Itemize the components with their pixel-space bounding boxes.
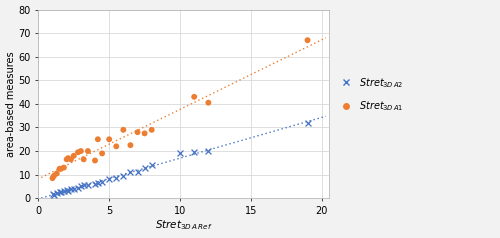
Point xyxy=(148,128,156,132)
Point xyxy=(50,193,58,197)
Point xyxy=(62,188,70,192)
Point xyxy=(105,137,113,141)
Point xyxy=(77,149,85,153)
Point xyxy=(84,149,92,153)
Point xyxy=(48,192,56,195)
Point xyxy=(140,166,148,169)
Point xyxy=(134,170,141,174)
Point xyxy=(204,101,212,105)
Point xyxy=(60,166,68,169)
Point xyxy=(80,183,88,187)
Point xyxy=(60,189,68,193)
Point xyxy=(140,131,148,135)
Point xyxy=(190,95,198,99)
Point xyxy=(126,143,134,147)
Point xyxy=(112,176,120,180)
Point xyxy=(56,167,64,171)
Point xyxy=(148,163,156,167)
Point xyxy=(62,157,70,161)
Point xyxy=(84,183,92,187)
Point xyxy=(70,187,78,191)
Point xyxy=(67,157,75,161)
Point xyxy=(77,184,85,188)
Y-axis label: area-based measures: area-based measures xyxy=(6,51,16,157)
Point xyxy=(126,170,134,174)
Point xyxy=(50,174,58,178)
Point xyxy=(94,137,102,141)
Point xyxy=(53,172,61,175)
Point xyxy=(304,38,312,42)
Point xyxy=(74,150,82,154)
Point xyxy=(56,190,64,194)
Point xyxy=(204,149,212,153)
Point xyxy=(74,186,82,189)
Point xyxy=(304,121,312,125)
Legend: $Stret_{3D\,A2}$, $Stret_{3D\,A1}$: $Stret_{3D\,A2}$, $Stret_{3D\,A1}$ xyxy=(336,76,404,113)
Point xyxy=(98,180,106,184)
Point xyxy=(120,174,128,178)
Point xyxy=(48,176,56,180)
Point xyxy=(70,154,78,158)
X-axis label: $Stret_{3D\,A\,Ref}$: $Stret_{3D\,A\,Ref}$ xyxy=(155,219,212,233)
Point xyxy=(91,159,99,162)
Point xyxy=(64,189,72,193)
Point xyxy=(80,157,88,161)
Point xyxy=(190,150,198,154)
Point xyxy=(98,152,106,155)
Point xyxy=(134,130,141,134)
Point xyxy=(94,181,102,185)
Point xyxy=(176,152,184,155)
Point xyxy=(64,156,72,160)
Point xyxy=(105,178,113,181)
Point xyxy=(120,128,128,132)
Point xyxy=(53,191,61,195)
Point xyxy=(57,190,65,193)
Point xyxy=(67,187,75,191)
Point xyxy=(112,144,120,148)
Point xyxy=(57,167,65,171)
Point xyxy=(91,182,99,186)
